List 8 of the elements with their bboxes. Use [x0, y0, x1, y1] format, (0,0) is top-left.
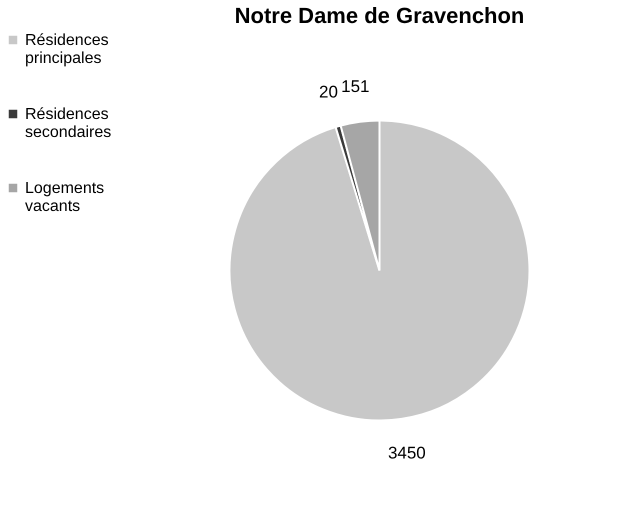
legend-label: Résidences secondaires — [25, 106, 112, 141]
data-label: 20 — [319, 82, 338, 102]
data-label: 151 — [341, 77, 370, 96]
data-label: 3450 — [388, 443, 426, 462]
legend-label: Logements vacants — [25, 180, 104, 215]
pie-slice — [228, 120, 530, 422]
chart-title: Notre Dame de Gravenchon — [234, 3, 524, 28]
legend-label: Résidences principales — [25, 32, 109, 67]
